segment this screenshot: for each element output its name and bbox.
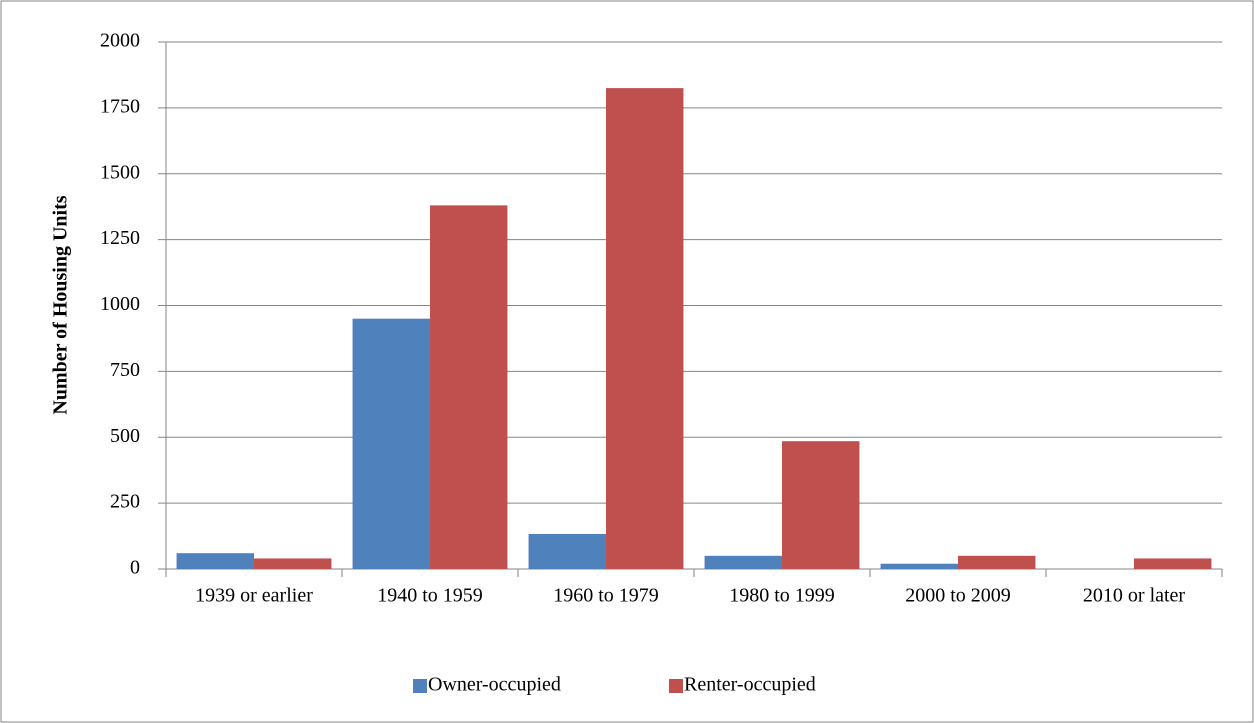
bar (704, 555, 782, 569)
bar (430, 205, 508, 569)
x-tick-label: 1939 or earlier (195, 585, 313, 607)
x-tick-label: 1980 to 1999 (729, 585, 835, 607)
bar (528, 533, 606, 569)
legend-label: Owner-occupied (428, 674, 561, 696)
y-tick-label: 1250 (100, 227, 140, 249)
bar (352, 318, 430, 569)
x-tick-label: 2000 to 2009 (905, 585, 1011, 607)
y-tick-label: 1750 (100, 95, 140, 117)
bar (1134, 558, 1212, 569)
y-tick-label: 750 (110, 359, 140, 381)
bar (958, 555, 1036, 569)
bar (254, 558, 332, 569)
x-tick-label: 1940 to 1959 (377, 585, 483, 607)
bar (782, 441, 860, 569)
x-tick-label: 2010 or later (1083, 585, 1186, 607)
y-tick-label: 1000 (100, 293, 140, 315)
bar (606, 88, 684, 570)
legend-swatch (669, 679, 683, 693)
bar (176, 553, 254, 569)
y-tick-label: 0 (130, 557, 140, 579)
x-tick-label: 1960 to 1979 (553, 585, 659, 607)
y-tick-label: 250 (110, 491, 140, 513)
y-tick-label: 2000 (100, 30, 140, 52)
legend-label: Renter-occupied (684, 674, 816, 696)
legend-swatch (413, 679, 427, 693)
y-tick-label: 1500 (100, 161, 140, 183)
y-tick-label: 500 (110, 425, 140, 447)
bar (880, 563, 958, 569)
y-axis-label: Number of Housing Units (50, 195, 72, 414)
